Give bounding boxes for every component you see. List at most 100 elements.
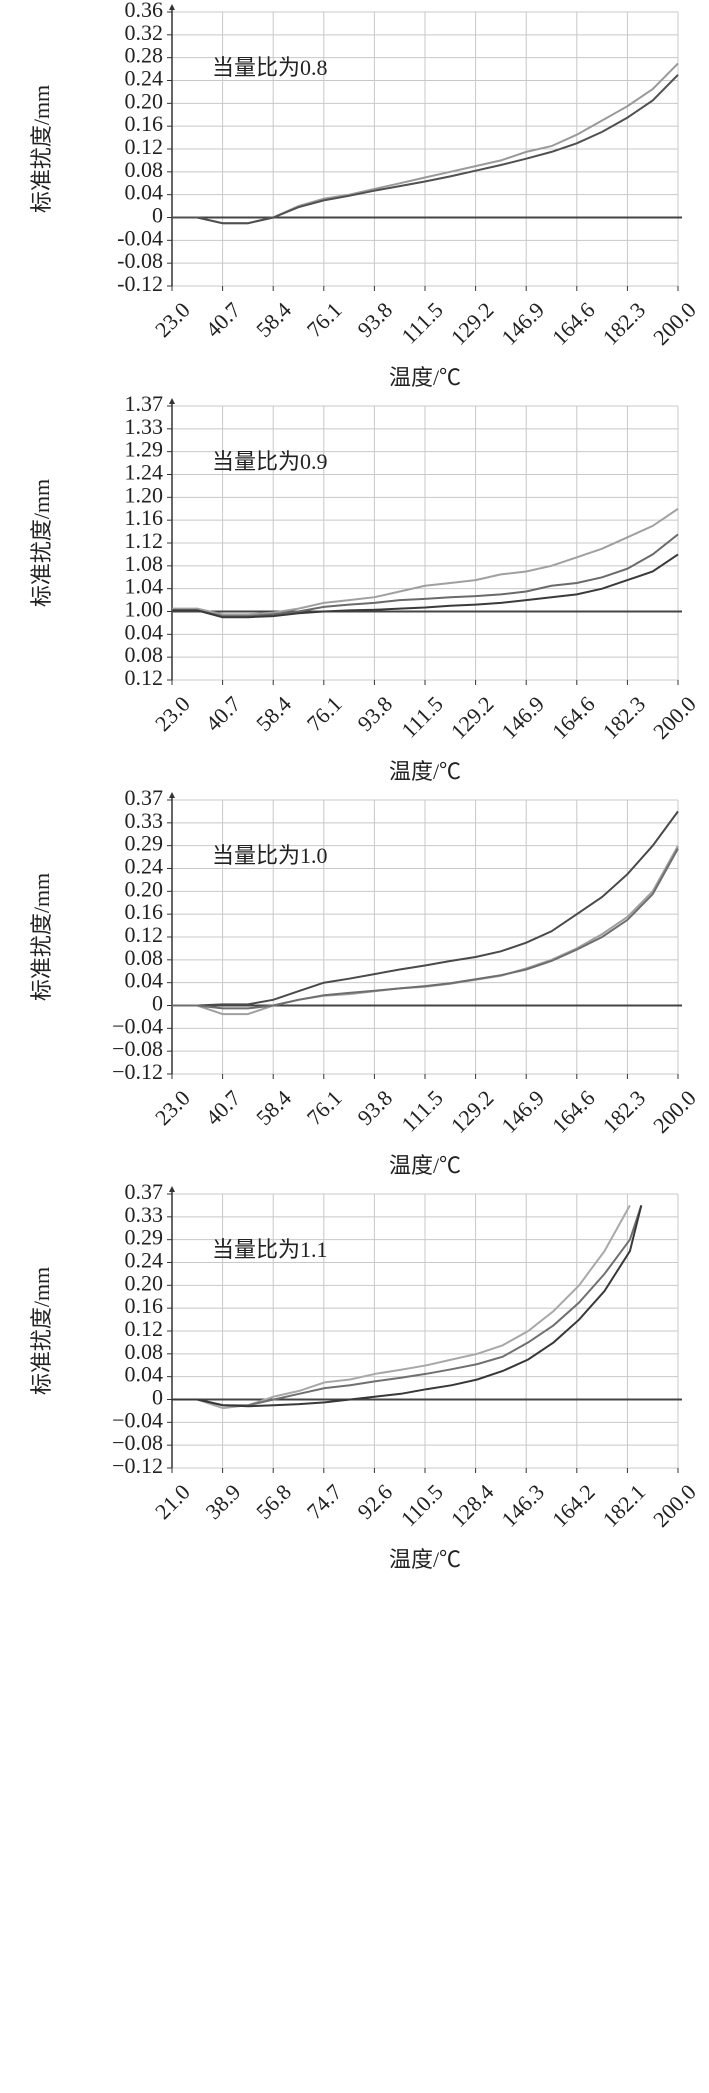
- x-tick-label: 129.2: [446, 1085, 499, 1138]
- y-axis-label: 标准扰度/mm: [29, 479, 54, 607]
- x-tick-label: 93.8: [352, 297, 397, 342]
- y-tick-label: 1.16: [125, 505, 164, 530]
- y-tick-label: −0.04: [112, 1013, 163, 1038]
- x-tick-label: 164.6: [547, 691, 600, 744]
- y-tick-label: 1.29: [125, 437, 164, 462]
- x-tick-label: 40.7: [201, 297, 246, 342]
- x-tick-label: 93.8: [352, 691, 397, 736]
- y-tick-label: -0.12: [117, 271, 163, 296]
- x-tick-label: 93.8: [352, 1085, 397, 1130]
- y-tick-label: 0.28: [125, 43, 164, 68]
- y-tick-label: 0: [152, 203, 163, 228]
- x-axis-label: 温度/℃: [389, 365, 461, 390]
- x-tick-label: 76.1: [302, 1085, 347, 1130]
- y-tick-label: 1.00: [125, 597, 164, 622]
- x-tick-label: 182.3: [598, 1085, 651, 1138]
- y-tick-label: 0: [152, 1385, 163, 1410]
- x-tick-label: 146.9: [496, 691, 549, 744]
- y-tick-label: 0.12: [125, 665, 164, 690]
- x-tick-label: 21.0: [150, 1479, 195, 1524]
- y-tick-label: 0.24: [125, 854, 164, 879]
- x-tick-label: 200.0: [648, 297, 701, 350]
- y-tick-label: 0.12: [125, 922, 164, 947]
- y-tick-label: -0.04: [117, 225, 163, 250]
- y-tick-label: 0.32: [125, 20, 164, 45]
- y-tick-label: 1.12: [125, 528, 164, 553]
- y-tick-label: 0.04: [125, 619, 164, 644]
- x-tick-label: 111.5: [396, 1085, 448, 1137]
- y-axis-arrow: [169, 792, 175, 798]
- x-tick-label: 23.0: [150, 1085, 195, 1130]
- x-tick-label: 164.6: [547, 297, 600, 350]
- x-tick-label: 23.0: [150, 297, 195, 342]
- y-tick-label: 0.12: [125, 1316, 164, 1341]
- chart-panel: -0.12-0.08-0.0400.040.080.120.160.200.24…: [29, 0, 701, 390]
- annotation: 当量比为0.9: [212, 449, 328, 474]
- y-tick-label: -0.08: [117, 248, 163, 273]
- y-tick-label: 0.08: [125, 642, 164, 667]
- y-tick-label: 1.04: [125, 574, 164, 599]
- x-tick-label: 164.6: [547, 1085, 600, 1138]
- x-tick-label: 146.9: [496, 1085, 549, 1138]
- annotation: 当量比为0.8: [212, 55, 328, 80]
- x-tick-label: 74.7: [302, 1479, 347, 1524]
- x-tick-label: 200.0: [648, 691, 701, 744]
- x-tick-label: 146.9: [496, 297, 549, 350]
- y-tick-label: −0.08: [112, 1036, 163, 1061]
- chart-panel: −0.12−0.08−0.0400.040.080.120.160.200.24…: [29, 1179, 701, 1572]
- y-tick-label: 0.16: [125, 111, 164, 136]
- x-tick-label: 111.5: [396, 297, 448, 349]
- y-tick-label: 1.33: [125, 414, 164, 439]
- x-tick-label: 58.4: [251, 1085, 296, 1130]
- x-tick-label: 92.6: [352, 1479, 397, 1524]
- x-axis-label: 温度/℃: [389, 759, 461, 784]
- x-tick-label: 164.2: [547, 1479, 600, 1532]
- y-tick-label: 0.08: [125, 945, 164, 970]
- y-tick-label: −0.12: [112, 1453, 163, 1478]
- x-tick-label: 76.1: [302, 691, 347, 736]
- y-tick-label: 1.37: [125, 391, 164, 416]
- data-line: [172, 553, 679, 619]
- y-tick-label: 0.16: [125, 1293, 164, 1318]
- y-tick-label: 0.04: [125, 180, 164, 205]
- y-tick-label: 0.29: [125, 1225, 164, 1250]
- data-line: [172, 848, 679, 1010]
- data-line: [172, 1205, 643, 1408]
- x-tick-label: 200.0: [648, 1085, 701, 1138]
- y-tick-label: 0.29: [125, 831, 164, 856]
- x-tick-label: 76.1: [302, 297, 347, 342]
- y-tick-label: 0.08: [125, 1339, 164, 1364]
- y-tick-label: 0.04: [125, 968, 164, 993]
- y-tick-label: 1.08: [125, 551, 164, 576]
- y-axis-arrow: [169, 1186, 175, 1192]
- x-axis-label: 温度/℃: [389, 1153, 461, 1178]
- y-axis-label: 标准扰度/mm: [29, 1267, 54, 1395]
- x-axis-label: 温度/℃: [389, 1547, 461, 1572]
- x-tick-label: 182.3: [598, 691, 651, 744]
- data-line: [172, 810, 679, 1007]
- chart-panel: −0.12−0.08−0.0400.040.080.120.160.200.24…: [29, 785, 701, 1178]
- data-line: [172, 533, 679, 618]
- x-tick-label: 23.0: [150, 691, 195, 736]
- y-tick-label: 0.24: [125, 66, 164, 91]
- x-tick-label: 129.2: [446, 691, 499, 744]
- y-axis-arrow: [169, 398, 175, 404]
- x-tick-label: 111.5: [396, 691, 448, 743]
- y-tick-label: 0.20: [125, 1270, 164, 1295]
- x-tick-label: 110.5: [396, 1479, 448, 1531]
- y-tick-label: −0.08: [112, 1430, 163, 1455]
- x-tick-label: 38.9: [201, 1479, 246, 1524]
- y-tick-label: 0.04: [125, 1362, 164, 1387]
- y-tick-label: 1.24: [125, 460, 164, 485]
- y-axis-label: 标准扰度/mm: [29, 873, 54, 1001]
- y-tick-label: 0.33: [125, 1202, 164, 1227]
- y-tick-label: 0.12: [125, 134, 164, 159]
- annotation: 当量比为1.1: [212, 1237, 328, 1262]
- x-tick-label: 182.3: [598, 297, 651, 350]
- y-axis-label: 标准扰度/mm: [29, 85, 54, 213]
- x-tick-label: 58.4: [251, 297, 296, 342]
- x-tick-label: 58.4: [251, 691, 296, 736]
- y-tick-label: 0.37: [125, 1179, 164, 1204]
- x-tick-label: 128.4: [446, 1479, 499, 1532]
